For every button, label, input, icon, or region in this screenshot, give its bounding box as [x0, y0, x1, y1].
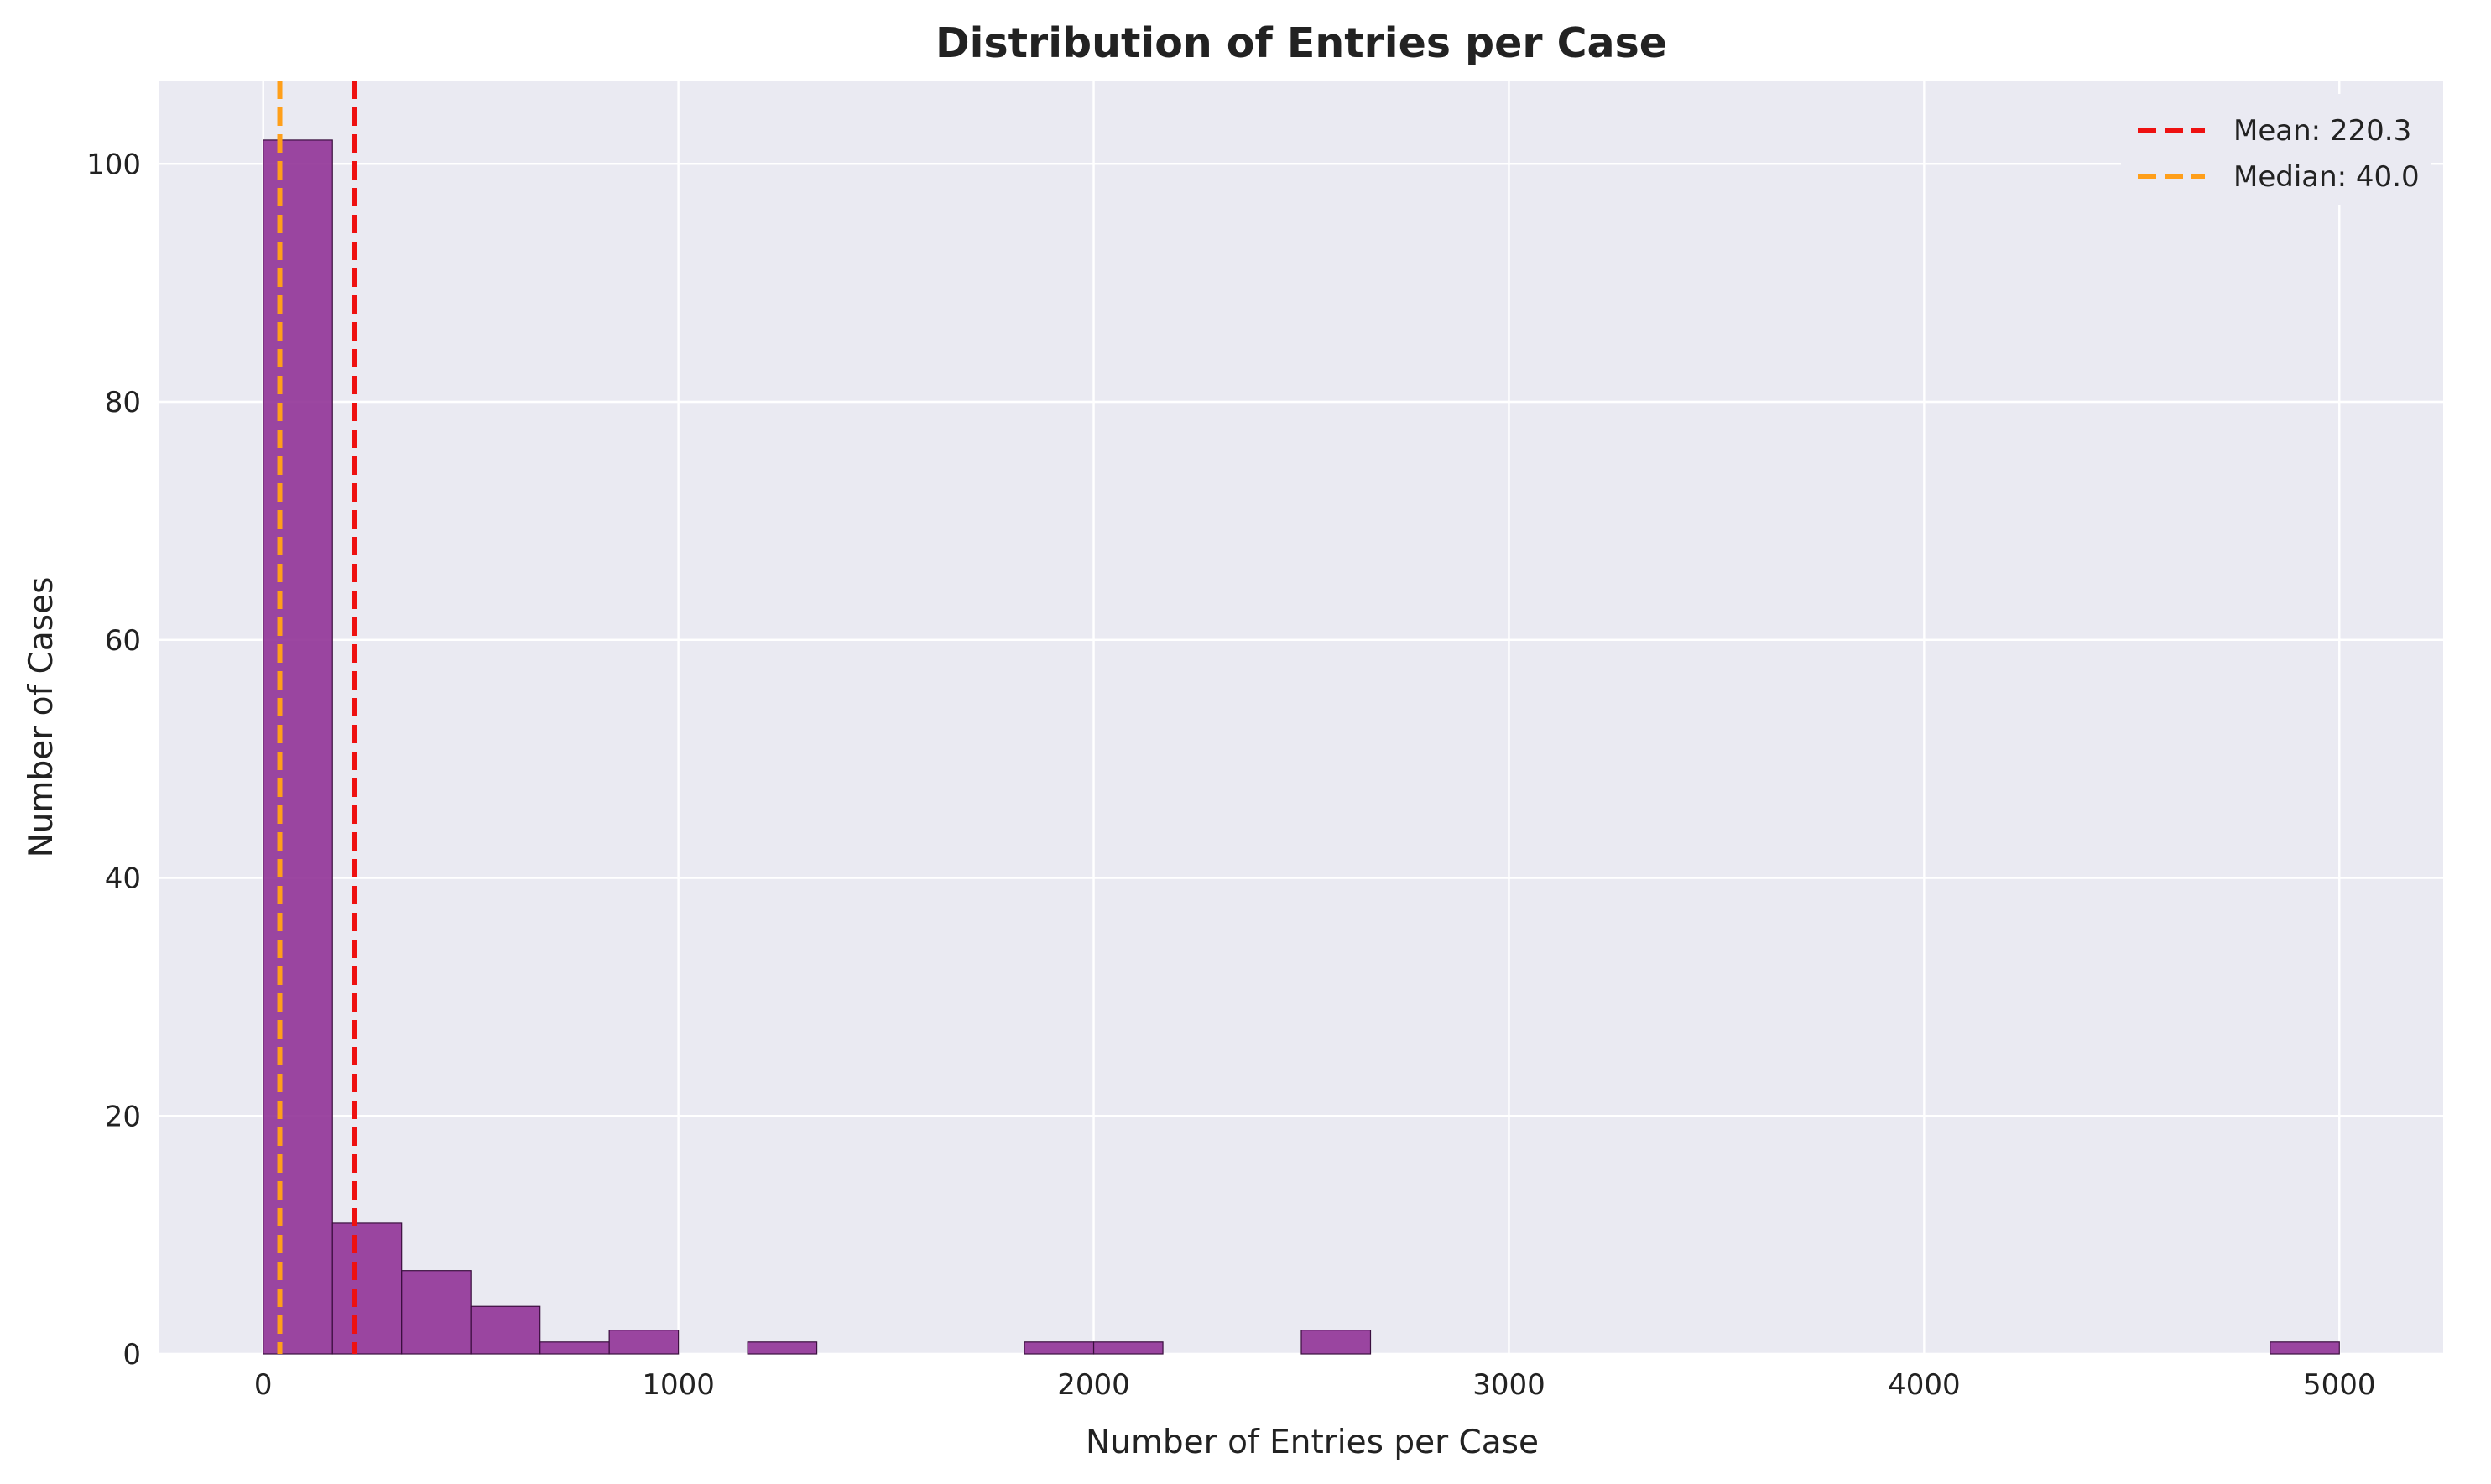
x-tick-label: 3000 [1472, 1368, 1545, 1402]
x-tick-label: 4000 [1888, 1368, 1961, 1402]
legend: Mean: 220.3 Median: 40.0 [2121, 94, 2431, 205]
y-tick-label: 60 [105, 624, 141, 658]
histogram-bar [470, 1305, 541, 1355]
histogram-bar [747, 1341, 818, 1355]
x-axis-ticks: 0 1000 2000 3000 4000 5000 [254, 1368, 2376, 1402]
y-tick-label: 0 [122, 1338, 141, 1372]
y-tick-label: 20 [105, 1100, 141, 1133]
plot-background [159, 81, 2443, 1354]
x-tick-label: 5000 [2303, 1368, 2376, 1402]
histogram-bars [263, 139, 2340, 1355]
histogram-bar [331, 1222, 403, 1355]
y-tick-label: 40 [105, 862, 141, 896]
y-tick-label: 100 [86, 148, 141, 181]
chart-title: Distribution of Entries per Case [935, 19, 1667, 67]
x-tick-label: 1000 [642, 1368, 715, 1402]
y-tick-label: 80 [105, 386, 141, 419]
histogram-bar [1300, 1330, 1372, 1355]
histogram-bar [1092, 1341, 1164, 1355]
reference-lines [277, 81, 357, 1354]
x-tick-label: 2000 [1057, 1368, 1130, 1402]
histogram-bar [1024, 1341, 1095, 1355]
y-axis-label: Number of Cases [23, 577, 60, 858]
histogram-bar [539, 1341, 610, 1355]
y-axis-ticks: 0 20 40 60 80 100 [86, 148, 141, 1372]
legend-label-median: Median: 40.0 [2233, 160, 2420, 194]
histogram-bar [2270, 1341, 2340, 1355]
x-axis-label: Number of Entries per Case [1086, 1424, 1539, 1461]
legend-label-mean: Mean: 220.3 [2233, 114, 2411, 148]
histogram-bar [263, 139, 333, 1355]
x-tick-label: 0 [254, 1368, 273, 1402]
histogram-bar [401, 1270, 472, 1355]
histogram-bar [608, 1330, 680, 1355]
